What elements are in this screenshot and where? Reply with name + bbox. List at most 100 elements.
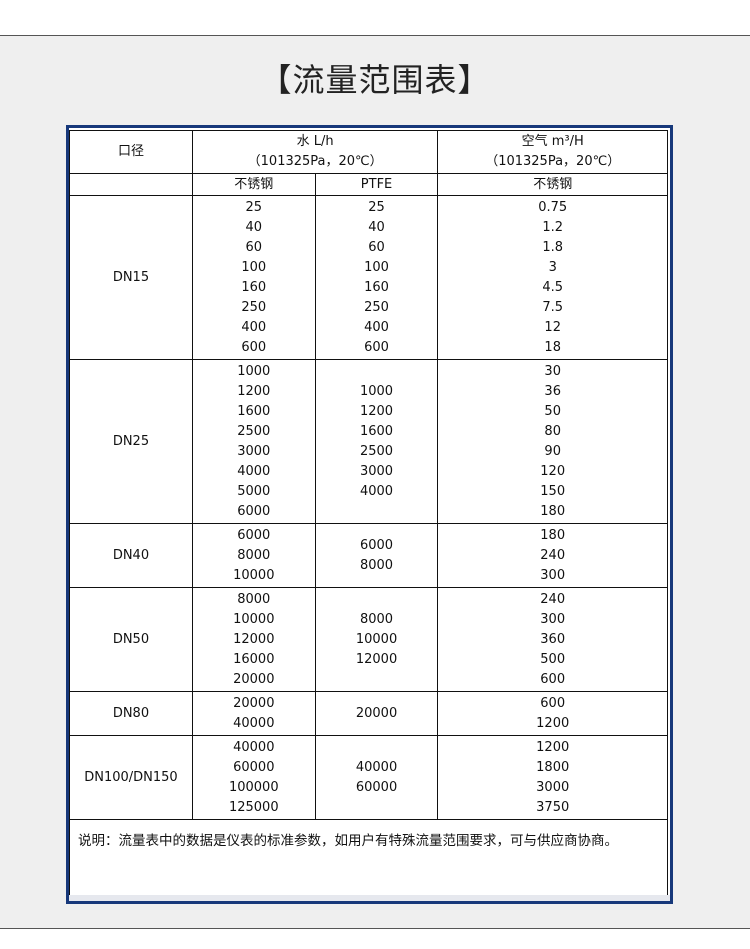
flow-value: 1200 [359,403,394,419]
air-values-cell: 600 1200 [437,691,668,736]
flow-value: 10000 [233,567,275,583]
flow-value: 1200 [536,715,570,731]
flow-value: 1200 [536,739,570,755]
flow-value: 3 [548,259,557,275]
flow-value: 1200 [237,383,271,399]
ptfe-values-cell: 1000 1200 1600 2500 3000 4000 [314,359,439,524]
air-values-cell: 240 300 360 500 600 [437,587,668,692]
flow-value: 100000 [228,779,279,795]
flow-value: 180 [540,503,566,519]
flow-value: 12000 [233,631,275,647]
table-row: DN80 20000 40000 20000 600 1200 [69,691,668,736]
flow-value: 300 [540,611,566,627]
flow-value: 30 [544,363,561,379]
flow-value: 25 [368,199,385,215]
ptfe-values-cell: 25 40 60 100 160 250 400 600 [314,195,439,360]
flow-value: 60000 [233,759,275,775]
flow-value: 2500 [359,443,394,459]
flow-value: 10000 [233,611,275,627]
header-air-condition: （101325Pa，20℃） [485,154,621,169]
air-values-cell: 0.75 1.2 1.8 3 4.5 7.5 12 18 [437,195,668,360]
flow-value: 8000 [237,591,271,607]
caliber-cell: DN50 [69,587,193,692]
flow-value: 4.5 [542,279,564,295]
flow-value: 7.5 [542,299,564,315]
ss-values-cell: 6000 8000 10000 [191,523,316,588]
flow-value: 20000 [355,705,398,721]
air-values-cell: 1200 1800 3000 3750 [437,735,668,820]
header-water-ptfe: PTFE [314,173,439,196]
header-blank [69,173,193,196]
flow-value: 12000 [355,651,398,667]
flow-value: 1.8 [542,239,564,255]
flow-value: 180 [540,527,566,543]
header-water-ss: 不锈钢 [191,173,316,196]
flow-value: 60 [368,239,385,255]
caliber-cell: DN15 [69,195,193,360]
flow-value: 80 [544,423,561,439]
flow-value: 100 [241,259,267,275]
flow-value: 6000 [237,527,271,543]
flow-value: 300 [540,567,566,583]
flow-value: 60000 [355,779,398,795]
flow-value: 12 [544,319,561,335]
flow-value: 40000 [355,759,398,775]
flow-value: 360 [540,631,566,647]
flow-value: 240 [540,547,566,563]
flow-value: 16000 [233,651,275,667]
flow-value: 1000 [237,363,271,379]
flow-value: 3750 [536,799,570,815]
flow-value: 36 [544,383,561,399]
flow-value: 1600 [237,403,271,419]
ptfe-values-cell: 6000 8000 [314,523,439,588]
flow-value: 250 [241,299,267,315]
flow-value: 1.2 [542,219,564,235]
flow-value: 1800 [536,759,570,775]
flow-value: 400 [364,319,389,335]
ss-values-cell: 40000 60000 100000 125000 [191,735,316,820]
flow-value: 4000 [237,463,271,479]
caliber-cell: DN100/DN150 [69,735,193,820]
ss-values-cell: 20000 40000 [191,691,316,736]
flow-value: 50 [544,403,561,419]
header-air-unit: 空气 m³/H [521,134,584,149]
table-row: DN25 1000 1200 1600 2500 3000 4000 5000 6000 1000… [69,359,668,524]
header-water-unit: 水 L/h [296,134,334,149]
ptfe-values-cell: 40000 60000 [314,735,439,820]
ptfe-values-cell: 20000 [314,691,439,736]
flow-value: 18 [544,339,561,355]
flow-value: 25 [245,199,263,215]
flow-value: 40 [245,219,263,235]
flow-value: 40 [368,219,385,235]
header-water: 水 L/h （101325Pa，20℃） [191,130,439,174]
flow-value: 0.75 [538,199,568,215]
header-water-condition: （101325Pa，20℃） [247,154,383,169]
flow-value: 40000 [233,739,275,755]
flow-range-table-frame: 口径 水 L/h （101325Pa，20℃） 空气 m³/H （101325Pa，… [66,125,673,904]
flow-value: 600 [241,339,267,355]
flow-value: 160 [241,279,267,295]
flow-value: 120 [540,463,566,479]
air-values-cell: 180 240 300 [437,523,668,588]
flow-value: 600 [540,695,566,711]
header-caliber: 口径 [69,130,193,174]
flow-value: 8000 [359,557,394,573]
flow-value: 100 [364,259,389,275]
caliber-cell: DN40 [69,523,193,588]
flow-value: 240 [540,591,566,607]
table-row: DN100/DN150 40000 60000 100000 125000 40000 60… [69,735,668,820]
flow-value: 1600 [359,423,394,439]
frame-bottom [69,895,670,901]
table-row: DN15 25 40 60 100 160 250 400 600 25 40 60 100 160 250… [69,195,668,360]
ptfe-values-cell: 8000 10000 12000 [314,587,439,692]
table-row: DN50 8000 10000 12000 16000 20000 8000 10000 120… [69,587,668,692]
flow-value: 4000 [359,483,394,499]
flow-value: 250 [364,299,389,315]
flow-value: 600 [364,339,389,355]
note-text: 说明：流量表中的数据是仪表的标准参数，如用户有特殊流量范围要求，可与供应商协商。 [69,819,668,898]
flow-value: 6000 [359,537,394,553]
header-air: 空气 m³/H （101325Pa，20℃） [437,130,668,174]
flow-value: 3000 [237,443,271,459]
flow-value: 10000 [355,631,398,647]
flow-value: 500 [540,651,566,667]
